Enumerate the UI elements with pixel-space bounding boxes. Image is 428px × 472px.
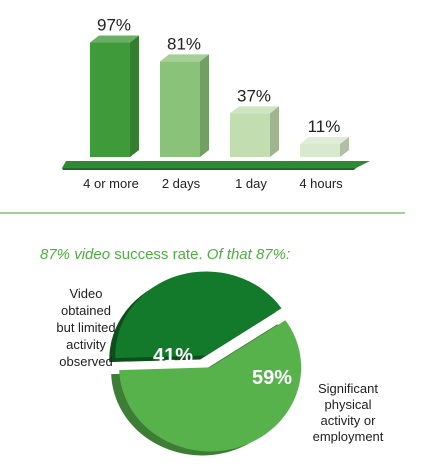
bar-front xyxy=(160,61,200,157)
bar-side xyxy=(200,54,209,157)
bar-category-label: 2 days xyxy=(162,176,201,191)
bar-value-label: 97% xyxy=(97,16,131,35)
bar-top xyxy=(160,54,209,62)
pie-slice xyxy=(119,320,302,452)
bar-category-label: 4 hours xyxy=(299,176,343,191)
bar-category-label: 4 or more xyxy=(83,176,139,191)
pie-slice xyxy=(115,271,282,359)
bar-value-label: 37% xyxy=(237,86,271,105)
bar-value-label: 81% xyxy=(167,34,201,53)
bar-side xyxy=(340,137,349,157)
bar xyxy=(90,35,139,157)
pie-title-part: 87% video xyxy=(40,246,110,263)
bar xyxy=(300,137,349,157)
bar-side xyxy=(130,35,139,157)
bar-side xyxy=(270,106,279,157)
bar xyxy=(230,106,279,157)
bar-chart: 97% 4 or more 81% 2 days 37% 1 day 11% 4 hours xyxy=(62,16,370,191)
pie-slice-label: Significant physical activity or employment xyxy=(313,381,384,444)
pie-value-label: 59% xyxy=(252,367,292,389)
bar-base-front xyxy=(62,168,356,170)
bar-top xyxy=(90,35,139,43)
bar-base-top xyxy=(62,161,370,168)
pie-value-label: 41% xyxy=(153,345,193,367)
pie-title-part: success rate. xyxy=(110,246,203,263)
bar xyxy=(160,54,209,157)
bar-top xyxy=(230,106,279,114)
bar-value-label: 11% xyxy=(308,117,341,136)
bar-front xyxy=(300,144,340,157)
bar-top xyxy=(300,137,349,145)
bar-category-label: 1 day xyxy=(235,176,267,191)
bar-front xyxy=(90,42,130,157)
pie-chart: 41% 59% Video obtained but limited activity ob… xyxy=(56,271,384,456)
pie-slice-label: Video obtained but limited activity observed xyxy=(56,286,115,369)
bar-front xyxy=(230,113,270,157)
pie-chart-title: 87% video success rate. Of that 87%: xyxy=(40,246,290,263)
pie-title-part: Of that 87%: xyxy=(203,246,291,263)
